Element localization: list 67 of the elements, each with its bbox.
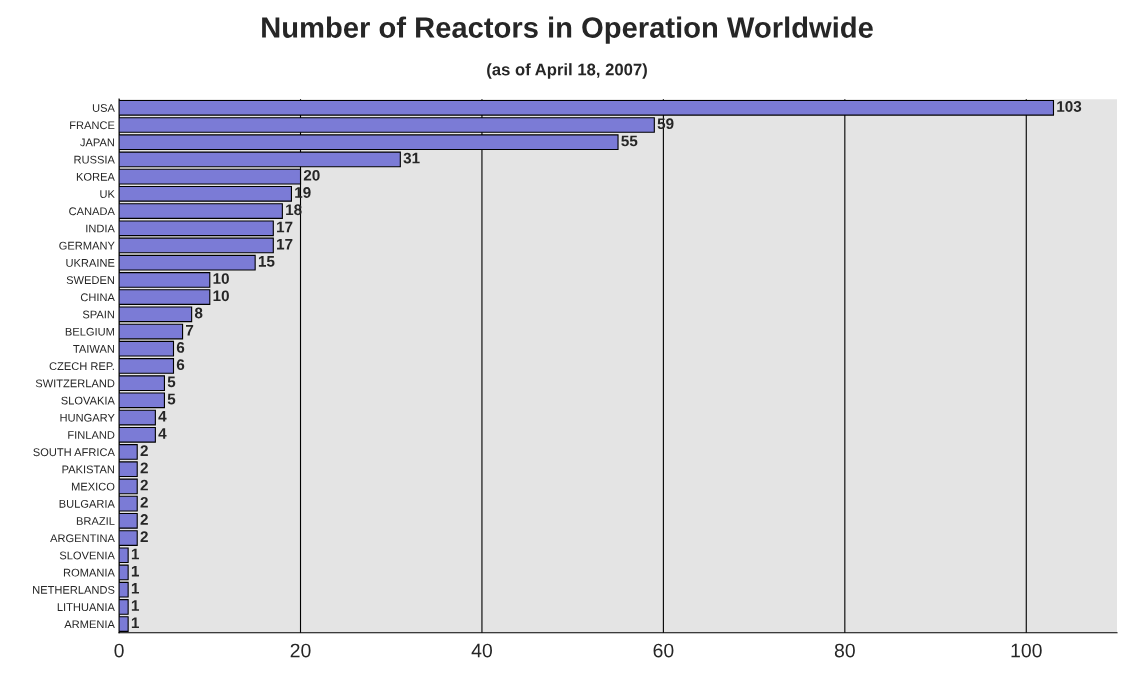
x-tick-label: 100 — [1011, 643, 1042, 658]
y-tick-label: SWEDEN — [66, 276, 114, 285]
data-label: 10 — [213, 290, 229, 302]
data-label: 6 — [176, 342, 185, 353]
y-tick-label: BRAZIL — [76, 517, 115, 525]
y-tick-label: MEXICO — [71, 482, 115, 491]
y-tick-label: PAKISTAN — [62, 465, 114, 474]
data-label: 2 — [140, 496, 148, 508]
y-tick-label: USA — [92, 104, 115, 112]
y-tick-label: SOUTH AFRICA — [33, 448, 115, 457]
y-tick-label: JAPAN — [80, 138, 114, 147]
y-tick-label: ARGENTINA — [50, 534, 115, 543]
y-tick-label: CHINA — [80, 293, 115, 302]
y-tick-label: INDIA — [86, 224, 115, 233]
x-tick-label: 80 — [834, 643, 855, 658]
y-tick-label: GERMANY — [59, 241, 115, 250]
data-label: 10 — [213, 273, 229, 284]
data-label: 1 — [131, 583, 139, 594]
data-label: 17 — [277, 238, 293, 250]
y-tick-label: LITHUANIA — [57, 603, 115, 612]
y-tick-label: HUNGARY — [60, 413, 115, 422]
data-label: 1 — [131, 617, 139, 629]
data-label: 2 — [140, 445, 148, 456]
chart-subtitle: (as of April 18, 2007) — [487, 63, 647, 79]
x-tick-label: 20 — [290, 643, 311, 658]
y-tick-label: SPAIN — [82, 310, 114, 319]
data-label: 4 — [158, 428, 167, 439]
y-tick-label: SLOVENIA — [59, 551, 115, 560]
data-label: 15 — [258, 256, 275, 267]
x-tick-label: 40 — [471, 643, 492, 658]
data-label: 2 — [140, 479, 148, 491]
chart-title: Number of Reactors in Operation Worldwide — [262, 16, 873, 44]
y-tick-label: NETHERLANDS — [33, 585, 115, 594]
data-label: 2 — [140, 531, 148, 542]
data-label: 4 — [158, 411, 167, 422]
y-tick-label: CANADA — [69, 207, 115, 216]
y-tick-label: ARMENIA — [64, 620, 115, 629]
y-tick-label: UK — [100, 190, 115, 198]
y-tick-label: SWITZERLAND — [35, 379, 115, 388]
data-label: 7 — [186, 324, 194, 336]
data-label: 103 — [1057, 101, 1082, 112]
x-tick-label: 60 — [653, 643, 674, 658]
data-label: 8 — [194, 307, 203, 319]
data-label: 1 — [131, 600, 139, 611]
y-tick-label: CZECH REP. — [49, 362, 114, 371]
y-tick-label: TAIWAN — [73, 345, 114, 353]
data-label: 20 — [303, 169, 320, 181]
data-label: 17 — [277, 221, 293, 233]
data-label: 31 — [403, 152, 420, 164]
data-label: 1 — [131, 548, 139, 560]
y-tick-label: RUSSIA — [74, 155, 115, 164]
data-label: 1 — [131, 565, 139, 577]
y-tick-label: FINLAND — [68, 431, 115, 439]
y-tick-label: UKRAINE — [66, 259, 115, 267]
y-tick-label: KOREA — [76, 172, 115, 181]
data-label: 2 — [140, 514, 148, 525]
data-label: 5 — [167, 376, 176, 388]
data-label: 2 — [140, 462, 148, 474]
data-label: 55 — [621, 135, 638, 147]
y-tick-label: BELGIUM — [65, 327, 114, 336]
y-tick-label: ROMANIA — [63, 568, 115, 577]
y-tick-label: BULGARIA — [59, 499, 115, 508]
data-label: 5 — [167, 393, 176, 405]
x-tick-label: 0 — [114, 643, 124, 658]
data-label: 6 — [176, 359, 185, 371]
y-tick-label: SLOVAKIA — [61, 396, 115, 405]
y-tick-label: FRANCE — [70, 121, 115, 130]
